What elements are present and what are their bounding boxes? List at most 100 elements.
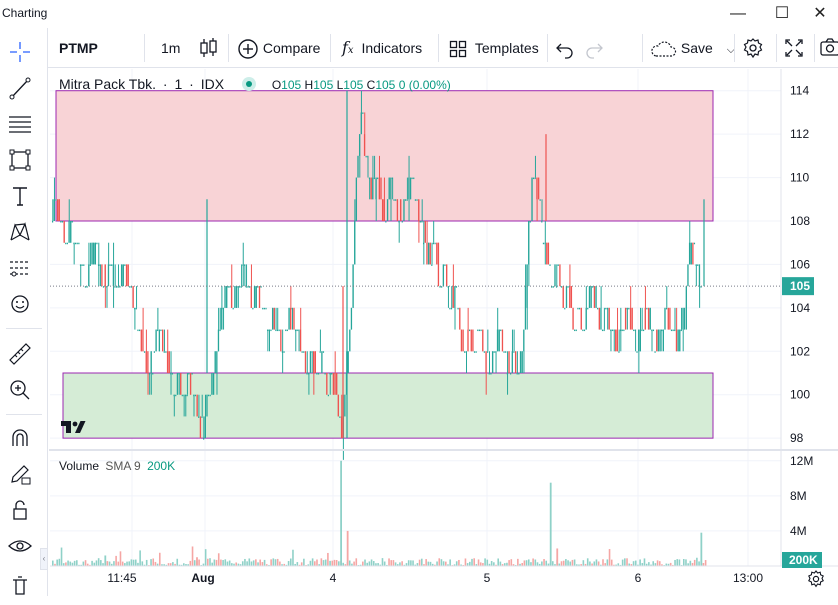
volume-bar (261, 562, 264, 566)
volume-bar (584, 563, 587, 566)
volume-bar (185, 564, 187, 566)
volume-bar (335, 560, 338, 566)
candle-body (472, 329, 474, 352)
volume-bar (700, 532, 703, 566)
delete-tool[interactable] (4, 568, 36, 600)
candle-body (418, 199, 420, 221)
volume-bar (573, 559, 576, 566)
symbol-name[interactable]: Mitra Pack Tbk. (59, 76, 156, 92)
candle-body (161, 329, 164, 352)
pattern-tool[interactable] (4, 216, 36, 248)
magnet-tool[interactable] (4, 422, 36, 454)
candle-body (322, 351, 325, 353)
undo-button[interactable] (554, 28, 576, 68)
candle-body (652, 329, 655, 332)
candle-body (616, 329, 618, 352)
volume-bar (161, 564, 163, 566)
minimize-button[interactable]: — (730, 5, 746, 22)
text-tool[interactable] (4, 180, 36, 212)
volume-bar (403, 564, 406, 566)
volume-bar (586, 558, 589, 566)
compare-button[interactable]: Compare (237, 28, 320, 68)
candle-body (400, 199, 402, 221)
candle-body (335, 373, 338, 395)
candle-body (216, 351, 218, 373)
volume-bar (296, 562, 299, 566)
candle-body (473, 351, 476, 353)
time-tick-label: 5 (484, 571, 491, 585)
volume-bar (93, 562, 96, 566)
candle-body (485, 351, 487, 373)
candle-body (601, 329, 604, 332)
volume-bar (344, 564, 347, 566)
toolbar-divider (642, 34, 643, 62)
volume-bar (324, 559, 327, 566)
fullscreen-button[interactable] (783, 28, 805, 68)
zoom-tool[interactable] (4, 374, 36, 406)
volume-bar (342, 562, 344, 566)
prediction-tool[interactable] (4, 252, 36, 284)
tradingview-logo[interactable] (58, 416, 88, 438)
volume-bar (626, 558, 628, 566)
settings-button[interactable] (742, 28, 766, 68)
indicators-button[interactable]: fx Indicators (342, 28, 422, 68)
candle-body (106, 286, 108, 288)
volume-bar (165, 564, 168, 566)
chart-type-button[interactable] (198, 28, 220, 68)
lock-drawing-tool[interactable] (4, 458, 36, 490)
interval-button[interactable]: 1m (161, 40, 181, 56)
volume-label[interactable]: Volume (59, 459, 100, 473)
candle-body (667, 307, 669, 330)
candle-body (101, 264, 103, 287)
candle-body (424, 221, 426, 243)
volume-bar (62, 563, 65, 566)
maximize-button[interactable]: ☐ (774, 5, 790, 22)
candle-body (636, 351, 638, 353)
volume-bar (589, 561, 591, 566)
icons-tool[interactable] (4, 288, 36, 320)
candle-body (460, 329, 462, 352)
chevron-down-icon[interactable]: ⌵ (726, 44, 736, 56)
rectangle-tool[interactable] (4, 144, 36, 176)
snapshot-button[interactable] (819, 28, 838, 68)
volume-bar (654, 563, 657, 566)
candle-body (273, 307, 275, 330)
candle-body (432, 242, 435, 245)
trend-line-tool[interactable] (4, 72, 36, 104)
collapse-toolbar-button[interactable]: ‹ (40, 548, 48, 570)
volume-bar (121, 561, 124, 566)
fib-tool[interactable] (4, 108, 36, 140)
scale-settings-button[interactable] (805, 568, 827, 590)
templates-label: Templates (474, 40, 539, 56)
volume-bar (440, 559, 443, 566)
volume-bar (202, 563, 205, 566)
candle-body (191, 373, 193, 375)
candle-body (605, 307, 607, 310)
volume-bar (693, 559, 696, 566)
candle-body (332, 373, 334, 395)
last-volume-badge (782, 552, 822, 568)
templates-button[interactable]: Templates (449, 28, 539, 68)
save-button[interactable]: Save ⌵ (649, 28, 735, 68)
symbol-search-button[interactable]: PTMP (59, 40, 98, 56)
volume-bar (141, 561, 144, 566)
redo-button[interactable] (583, 28, 605, 68)
candle-body (104, 264, 106, 287)
toolbar-divider (438, 34, 439, 62)
crosshair-tool[interactable] (4, 36, 36, 68)
measure-tool[interactable] (4, 338, 36, 370)
candle-body (534, 177, 536, 180)
legend-separator: · (189, 76, 194, 92)
volume-bar (222, 560, 224, 566)
close-button[interactable]: ✕ (813, 5, 827, 22)
volume-bar (399, 562, 401, 566)
candle-body (641, 329, 643, 332)
hide-tool[interactable] (4, 530, 36, 562)
volume-bar (76, 560, 78, 566)
candle-body (547, 242, 549, 265)
lock-tool[interactable] (4, 494, 36, 526)
candle-body (56, 199, 59, 221)
candle-body (175, 394, 177, 397)
candle-body (247, 286, 249, 288)
